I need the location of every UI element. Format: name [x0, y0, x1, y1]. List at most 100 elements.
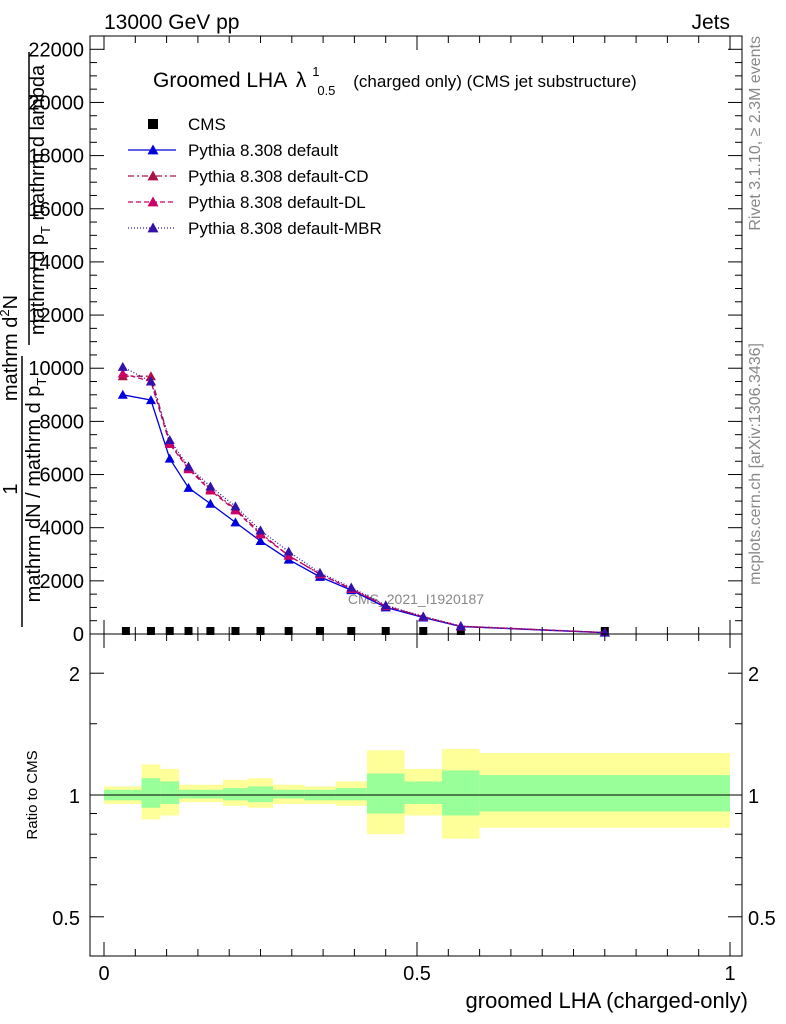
main-y-tick-label: 16000	[28, 199, 84, 221]
ylabel-numerator: mathrm d2N	[0, 295, 22, 401]
rivet-version-label: Rivet 3.1.10, ≥ 2.3M events	[747, 36, 764, 231]
series-marker	[283, 546, 294, 556]
ylabel-prefactor-bottom: mathrm dN / mathrm d pT	[23, 378, 49, 603]
title-subscript: 0.5	[317, 83, 335, 98]
main-y-tick-label: 8000	[40, 411, 85, 433]
ratio-x-ticks: 0 0.5 1	[98, 634, 736, 985]
series-marker	[183, 461, 194, 471]
legend-label: Pythia 8.308 default-DL	[188, 193, 366, 212]
series-marker	[164, 453, 175, 463]
mcplots-label: mcplots.cern.ch [arXiv:1306.3436]	[747, 343, 764, 585]
series-marker	[346, 582, 357, 592]
ratio-y-tick-label: 0.5	[52, 908, 80, 930]
legend-label: CMS	[188, 115, 226, 134]
title-lambda: λ	[296, 69, 307, 92]
series-marker	[418, 611, 429, 621]
series-line	[122, 372, 605, 634]
analysis-watermark: CMS_2021_I1920187	[348, 591, 484, 607]
cms-data-marker	[184, 627, 193, 635]
series-line	[122, 394, 605, 634]
main-y-tick-label: 4000	[40, 518, 85, 540]
main-panel: 0 2000 4000 6000 8000 10000 12000 14000 16000 180…	[28, 35, 743, 646]
legend-marker-triangle	[147, 196, 159, 207]
cms-data-marker	[165, 627, 174, 635]
ratio-inner-band	[404, 781, 443, 805]
legend-marker-triangle	[147, 170, 159, 181]
title-tail: (charged only) (CMS jet substructure)	[353, 72, 636, 91]
ratio-panel: 0.5 0.51 12 2 0 0.5 1 Ratio to CMS groomed LH…	[24, 633, 776, 1013]
ylabel-den-a: mathrm d p	[27, 234, 49, 335]
main-y-tick-label: 14000	[28, 252, 84, 274]
legend-label: Pythia 8.308 default	[188, 141, 339, 160]
series-marker	[117, 389, 128, 399]
ylabel-num-sup: 2	[0, 309, 12, 316]
cms-data-marker	[146, 627, 155, 635]
main-y-tick-label: 12000	[28, 305, 84, 327]
ratio-y-tick-label-right: 0.5	[748, 908, 776, 930]
series-marker	[183, 482, 194, 492]
ratio-inner-band	[273, 789, 305, 799]
cms-data-marker	[121, 627, 130, 635]
legend-marker-square	[148, 119, 158, 129]
cms-data-marker	[256, 627, 265, 635]
series-marker	[255, 525, 266, 535]
ylabel-den-b: mathrm d lambda	[27, 64, 49, 226]
main-y-tick-label: 10000	[28, 358, 84, 380]
cms-data-marker	[381, 627, 390, 635]
legend-label: Pythia 8.308 default-CD	[188, 167, 369, 186]
ratio-inner-band	[479, 775, 730, 812]
legend-label: Pythia 8.308 default-MBR	[188, 219, 382, 238]
ratio-inner-band	[222, 788, 248, 801]
series-marker	[164, 434, 175, 444]
ratio-y-axis-label: Ratio to CMS	[24, 750, 41, 839]
series-marker	[205, 498, 216, 508]
ratio-y-tick-label-right: 1	[748, 786, 759, 808]
ratio-inner-band	[366, 773, 405, 814]
series-marker	[145, 395, 156, 405]
main-y-tick-label: 2000	[40, 571, 85, 593]
ylabel-prefactor-top: 1	[0, 483, 22, 494]
series-marker	[117, 361, 128, 371]
ratio-inner-band	[335, 788, 367, 801]
ratio-inner-band	[442, 770, 480, 816]
ratio-inner-band	[141, 778, 161, 808]
ylabel-num-tail: N	[0, 295, 22, 309]
series-marker	[117, 368, 128, 378]
chart-title: Groomed LHA λ 1 0.5 (charged only) (CMS …	[153, 58, 637, 100]
series-marker	[230, 517, 241, 527]
legend: CMS Pythia 8.308 default Pythia 8.308 defa…	[128, 115, 382, 238]
title-main: Groomed LHA	[153, 69, 287, 92]
series-marker	[230, 501, 241, 511]
series-marker	[145, 371, 156, 381]
ratio-inner-band	[179, 789, 223, 799]
x-tick-label: 0	[98, 963, 109, 985]
ratio-bands	[104, 748, 730, 839]
ylabel-denominator: mathrm d pT mathrm d lambda	[27, 64, 53, 335]
main-x-ticks	[103, 36, 731, 634]
cms-data-marker	[284, 627, 293, 635]
ylabel-num-text: mathrm d	[0, 317, 22, 401]
cms-data-marker	[231, 627, 240, 635]
cms-data-marker	[206, 627, 215, 635]
ratio-y-tick-label: 2	[69, 664, 80, 686]
ratio-y-tick-label-right: 2	[748, 664, 759, 686]
legend-marker-triangle	[147, 144, 159, 155]
header-left: 13000 GeV pp	[104, 11, 239, 34]
series-marker	[314, 567, 325, 577]
title-superscript: 1	[312, 64, 319, 79]
series-marker	[145, 376, 156, 386]
main-y-tick-label: 22000	[28, 39, 84, 61]
ratio-y-tick-label: 1	[69, 786, 80, 808]
main-y-tick-label: 20000	[28, 92, 84, 114]
cms-data-marker	[315, 627, 324, 635]
ratio-inner-band	[160, 781, 180, 805]
ratio-y-ticks: 0.5 0.5 1 1 2 2	[52, 664, 776, 930]
ylabel-pref-sub: T	[34, 378, 49, 386]
cms-data-marker	[347, 627, 356, 635]
cms-data-marker	[456, 627, 465, 635]
main-y-tick-label: 0	[73, 624, 84, 646]
header-right: Jets	[691, 11, 730, 34]
main-y-ticks: 0 2000 4000 6000 8000 10000 12000 14000 16000 180…	[28, 39, 742, 646]
legend-marker-triangle	[147, 222, 159, 233]
